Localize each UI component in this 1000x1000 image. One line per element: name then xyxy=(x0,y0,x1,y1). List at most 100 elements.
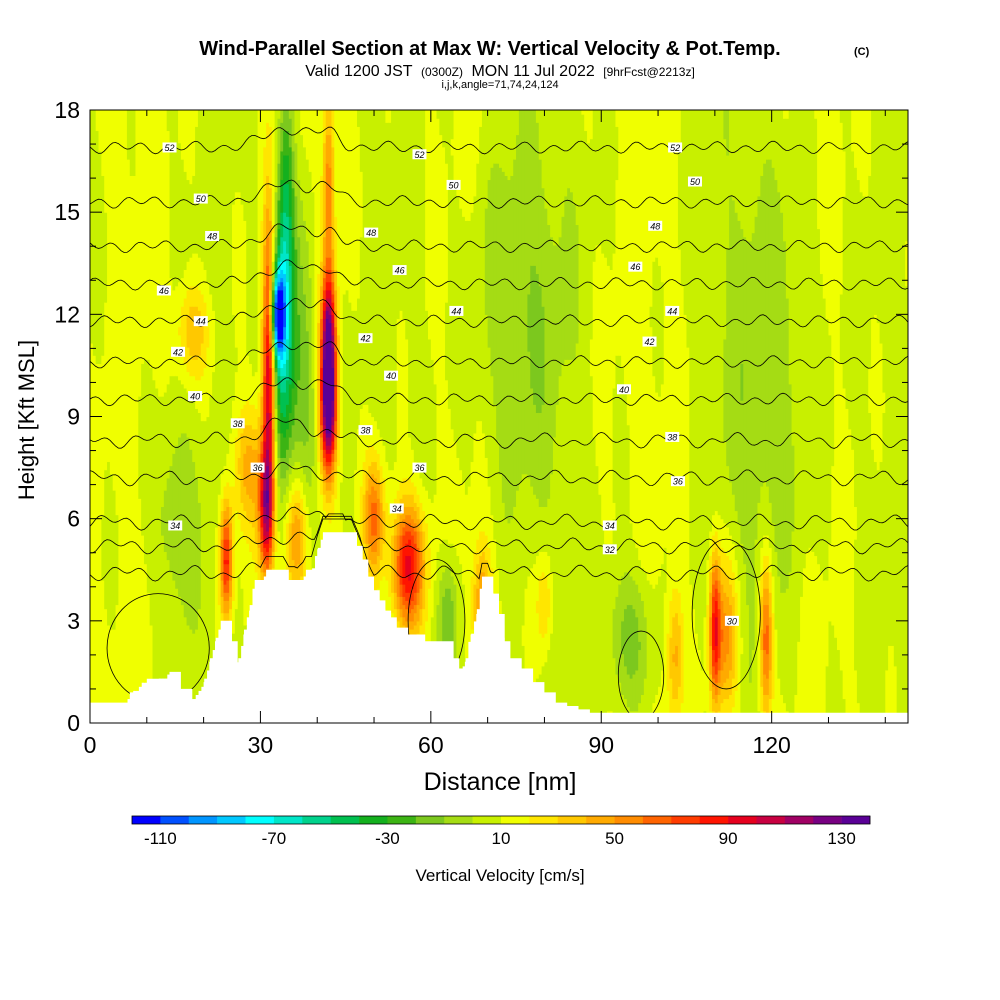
velocity-cell xyxy=(197,110,202,258)
velocity-cell xyxy=(530,567,534,683)
velocity-cell xyxy=(672,698,676,716)
velocity-cell xyxy=(487,179,492,348)
velocity-cell xyxy=(842,387,847,700)
velocity-cell xyxy=(334,326,338,352)
velocity-cell xyxy=(376,453,381,471)
velocity-cell xyxy=(268,220,273,291)
velocity-cell xyxy=(149,624,154,683)
velocity-cell xyxy=(277,281,281,287)
velocity-cell xyxy=(410,600,415,610)
velocity-cell xyxy=(243,510,247,540)
velocity-cell xyxy=(808,547,813,716)
velocity-cell xyxy=(723,551,727,573)
velocity-cell xyxy=(484,208,489,315)
velocity-cell xyxy=(817,563,821,716)
velocity-cell xyxy=(257,416,262,438)
velocity-cell xyxy=(109,110,114,475)
velocity-cell xyxy=(197,608,202,691)
velocity-cell xyxy=(791,110,795,446)
theta-contour-34 xyxy=(90,506,908,531)
velocity-cell xyxy=(260,490,264,508)
velocity-cell xyxy=(325,110,330,136)
velocity-cell xyxy=(294,110,298,144)
velocity-cell xyxy=(263,543,267,548)
velocity-cell xyxy=(328,257,333,270)
velocity-cell xyxy=(334,110,338,217)
velocity-cell xyxy=(748,110,753,242)
colorbar-swatch xyxy=(841,816,871,824)
velocity-cell xyxy=(621,110,625,369)
velocity-cell xyxy=(723,441,727,524)
velocity-cell xyxy=(274,269,279,275)
velocity-cell xyxy=(714,547,719,561)
velocity-cell xyxy=(584,130,588,716)
velocity-cell xyxy=(325,436,330,446)
velocity-cell xyxy=(192,400,196,463)
velocity-cell xyxy=(399,481,404,499)
velocity-cell xyxy=(331,322,335,336)
velocity-cell xyxy=(723,571,727,593)
velocity-cell xyxy=(510,175,514,520)
velocity-cell xyxy=(382,477,386,512)
velocity-cell xyxy=(629,522,634,577)
velocity-cell xyxy=(328,432,333,438)
velocity-cell xyxy=(138,110,142,397)
velocity-cell xyxy=(294,142,298,197)
velocity-cell xyxy=(723,682,727,700)
velocity-cell xyxy=(439,579,443,642)
velocity-cell xyxy=(325,449,330,454)
velocity-cell xyxy=(592,261,597,438)
velocity-cell xyxy=(243,424,247,454)
colorbar-swatch xyxy=(501,816,530,824)
velocity-cell xyxy=(606,547,611,712)
velocity-cell xyxy=(436,604,440,642)
velocity-cell xyxy=(320,473,324,495)
velocity-cell xyxy=(308,171,313,279)
velocity-cell xyxy=(513,506,517,667)
velocity-cell xyxy=(308,485,313,528)
velocity-cell xyxy=(351,110,355,311)
velocity-cell xyxy=(760,485,764,548)
velocity-cell xyxy=(425,310,429,491)
velocity-cell xyxy=(229,110,233,434)
colorbar-frame xyxy=(131,815,871,825)
x-tick-label: 0 xyxy=(84,732,97,758)
velocity-cell xyxy=(243,485,247,512)
velocity-cell xyxy=(768,669,773,700)
velocity-cell xyxy=(405,608,409,622)
contour-label: 48 xyxy=(364,227,379,238)
velocity-cell xyxy=(297,179,301,238)
velocity-cell xyxy=(274,383,279,409)
velocity-cell xyxy=(391,110,395,471)
velocity-cell xyxy=(447,588,452,655)
velocity-cell xyxy=(328,502,333,524)
velocity-cell xyxy=(257,510,262,532)
velocity-cell xyxy=(274,293,279,303)
velocity-cell xyxy=(771,167,776,524)
contour-label-text: 38 xyxy=(233,419,243,429)
velocity-cell xyxy=(729,481,733,536)
velocity-cell xyxy=(416,530,421,548)
velocity-cell xyxy=(243,404,247,426)
velocity-cell xyxy=(811,110,815,552)
velocity-cell xyxy=(615,596,619,675)
velocity-cell xyxy=(376,571,381,589)
velocity-cell xyxy=(288,490,293,503)
velocity-cell xyxy=(470,575,475,630)
velocity-cell xyxy=(410,535,415,548)
velocity-cell xyxy=(266,110,270,123)
velocity-cell xyxy=(765,571,770,589)
contour-label: 36 xyxy=(250,462,265,473)
velocity-cell xyxy=(740,653,744,716)
velocity-cell xyxy=(700,110,705,671)
velocity-cell xyxy=(763,673,767,695)
velocity-cell xyxy=(416,604,421,622)
velocity-cell xyxy=(819,571,824,716)
velocity-cell xyxy=(280,269,284,279)
velocity-cell xyxy=(314,110,318,438)
velocity-cell xyxy=(527,351,531,479)
contour-label: 42 xyxy=(171,346,186,357)
velocity-cell xyxy=(155,110,159,389)
velocity-cell xyxy=(90,342,94,704)
